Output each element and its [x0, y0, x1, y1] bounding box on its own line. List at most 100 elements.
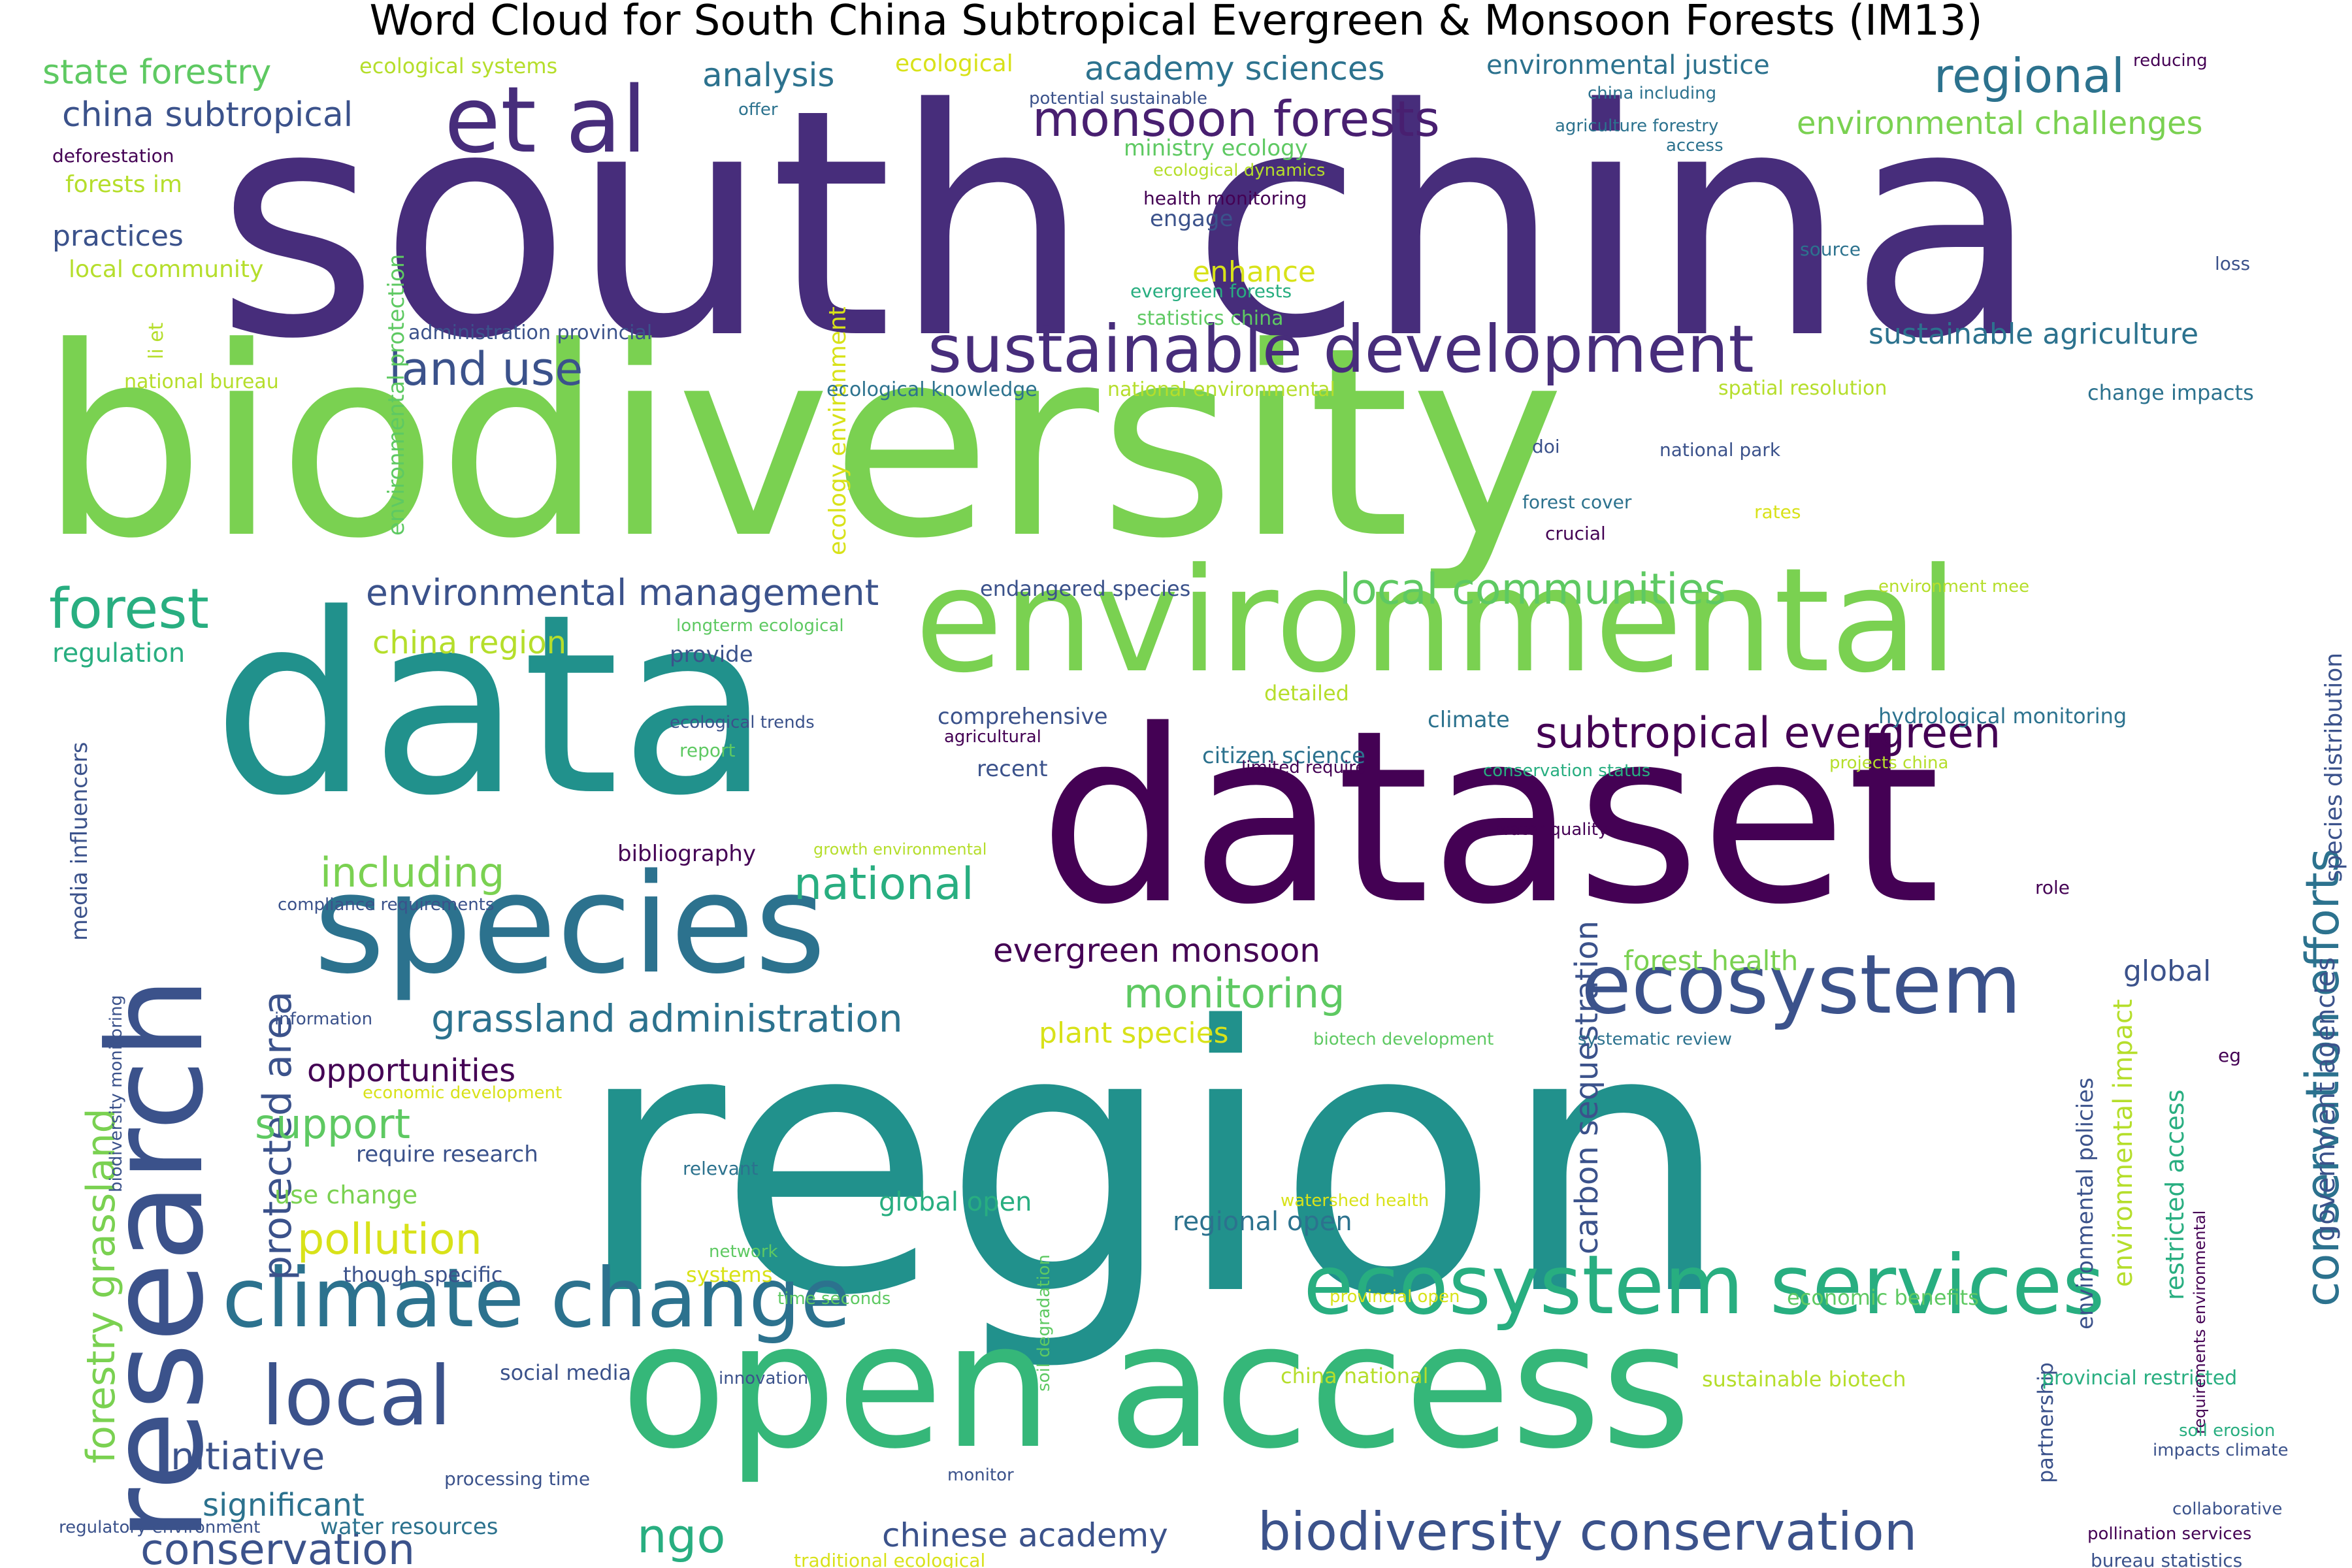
word-local: local [261, 1349, 452, 1444]
word-support: support [255, 1100, 411, 1148]
word-collaborative: collaborative [2172, 1499, 2283, 1519]
word-use-change: use change [274, 1181, 418, 1209]
word-restricted-access: restricted access [2161, 1089, 2189, 1300]
word-monitor: monitor [947, 1465, 1014, 1485]
word-ecological-trends: ecological trends [670, 713, 815, 732]
word-comprehensive: comprehensive [938, 704, 1108, 730]
word-statistics-china: statistics china [1137, 307, 1284, 330]
word-including: including [320, 849, 505, 896]
word-evergreen-monsoon: evergreen monsoon [993, 932, 1321, 970]
word-enhance: enhance [1192, 255, 1316, 289]
word-academy-sciences: academy sciences [1085, 50, 1385, 88]
word-watershed-health: watershed health [1281, 1191, 1429, 1211]
word-engage: engage [1150, 206, 1233, 232]
word-subtropical-evergreen: subtropical evergreen [1535, 709, 2001, 758]
word-projects-china: projects china [1829, 753, 1949, 773]
word-forest-cover: forest cover [1522, 491, 1632, 513]
word-offer: offer [738, 100, 778, 120]
word-water-resources: water resources [320, 1514, 498, 1540]
word-monsoon-forests: monsoon forests [1032, 90, 1440, 148]
chart-title: Word Cloud for South China Subtropical E… [369, 0, 1983, 45]
word-open-access: open access [621, 1286, 1691, 1487]
word-role: role [2035, 877, 2070, 898]
word-conservation: conservation [140, 1526, 416, 1568]
word-environmental-impact: environmental impact [2108, 999, 2138, 1287]
word-detailed: detailed [1264, 681, 1349, 706]
word-soil-erosion: soil erosion [2179, 1421, 2276, 1441]
word-pollution: pollution [297, 1215, 482, 1264]
word-requirements-environmental: requirements environmental [2191, 1210, 2209, 1434]
word-significant: significant [203, 1487, 365, 1524]
word-chinese-academy: chinese academy [882, 1516, 1168, 1554]
word-media-influencers: media influencers [67, 742, 93, 941]
word-economic-development: economic development [363, 1083, 563, 1103]
word-potential-sustainable: potential sustainable [1029, 89, 1207, 108]
word-growth-environmental: growth environmental [813, 840, 987, 858]
word-et-al: et al [444, 67, 647, 174]
word-china-subtropical: china subtropical [62, 95, 353, 135]
word-ecological-knowledge: ecological knowledge [826, 378, 1037, 401]
word-global: global [2123, 955, 2212, 988]
word-rates: rates [1754, 501, 1801, 523]
word-regulation: regulation [52, 638, 186, 668]
word-biodiversity: biodiversity [39, 292, 1565, 596]
word-economic-benefits: economic benefits [1787, 1285, 1979, 1310]
word-china-national: china national [1281, 1364, 1429, 1388]
word-sustainable-agriculture: sustainable agriculture [1869, 318, 2199, 351]
word-dataset: dataset [1039, 679, 1940, 957]
word-ecology-environment: ecology environment [825, 306, 851, 555]
word-ecological-dynamics: ecological dynamics [1153, 161, 1326, 180]
word-environmental-challenges: environmental challenges [1797, 105, 2203, 142]
word-data: data [212, 561, 772, 850]
word-regulatory-environment: regulatory environment [59, 1518, 261, 1537]
word-endangered-species: endangered species [980, 576, 1191, 601]
word-ministry-ecology: ministry ecology [1124, 135, 1308, 161]
word-soil-degradation: soil degradation [1034, 1254, 1054, 1392]
word-impacts-climate: impacts climate [2153, 1441, 2289, 1460]
word-systematic-review: systematic review [1578, 1030, 1732, 1049]
word-conservation-status: conservation status [1483, 761, 1651, 781]
word-local-community: local community [69, 256, 264, 283]
word-change-impacts: change impacts [2087, 380, 2254, 405]
word-opportunities: opportunities [307, 1053, 516, 1089]
word-region: region [575, 950, 1733, 1376]
word-administration-provincial: administration provincial [408, 321, 653, 344]
word-environmental: environmental [915, 537, 1959, 704]
word-health-monitoring: health monitoring [1143, 188, 1307, 209]
word-forest-health: forest health [1624, 945, 1799, 977]
word-evergreen-forests: evergreen forests [1130, 280, 1292, 302]
word-china-region: china region [372, 625, 567, 661]
word-eg: eg [2218, 1045, 2241, 1066]
word-species-distribution: species distribution [2321, 652, 2347, 882]
word-environmental-management: environmental management [366, 572, 879, 613]
word-practices: practices [52, 220, 184, 253]
word-bureau-statistics: bureau statistics [2091, 1550, 2243, 1568]
word-environmental-justice: environmental justice [1486, 50, 1770, 80]
word-reducing: reducing [2133, 51, 2208, 71]
word-ecosystem-services: ecosystem services [1303, 1238, 2105, 1333]
word-monitoring: monitoring [1124, 970, 1345, 1017]
word-local-communities: local communities [1339, 565, 1727, 614]
word-national-bureau: national bureau [124, 370, 279, 393]
word-pollination-services: pollination services [2087, 1524, 2252, 1544]
word-sustainable-biotech: sustainable biotech [1702, 1367, 1906, 1392]
word-innovation: innovation [719, 1369, 809, 1388]
word-relevant: relevant [683, 1158, 759, 1179]
word-regional-open: regional open [1173, 1207, 1352, 1237]
word-compliance-requirements: compliance requirements [278, 895, 495, 915]
word-regional: regional [1934, 48, 2125, 103]
word-environmental-policies: environmental policies [2072, 1077, 2099, 1330]
word-social-media: social media [500, 1360, 632, 1385]
word-report: report [679, 740, 736, 761]
word-require-research: require research [356, 1141, 538, 1168]
word-though-specific: though specific [343, 1262, 503, 1287]
word-water-quality: water quality [1496, 820, 1609, 840]
word-traditional-ecological: traditional ecological [794, 1550, 986, 1568]
word-agriculture-forestry: agriculture forestry [1555, 116, 1719, 136]
word-ecological: ecological [895, 50, 1013, 77]
word-spatial-resolution: spatial resolution [1718, 377, 1887, 400]
word-processing-time: processing time [444, 1468, 591, 1490]
word-access: access [1666, 136, 1723, 155]
